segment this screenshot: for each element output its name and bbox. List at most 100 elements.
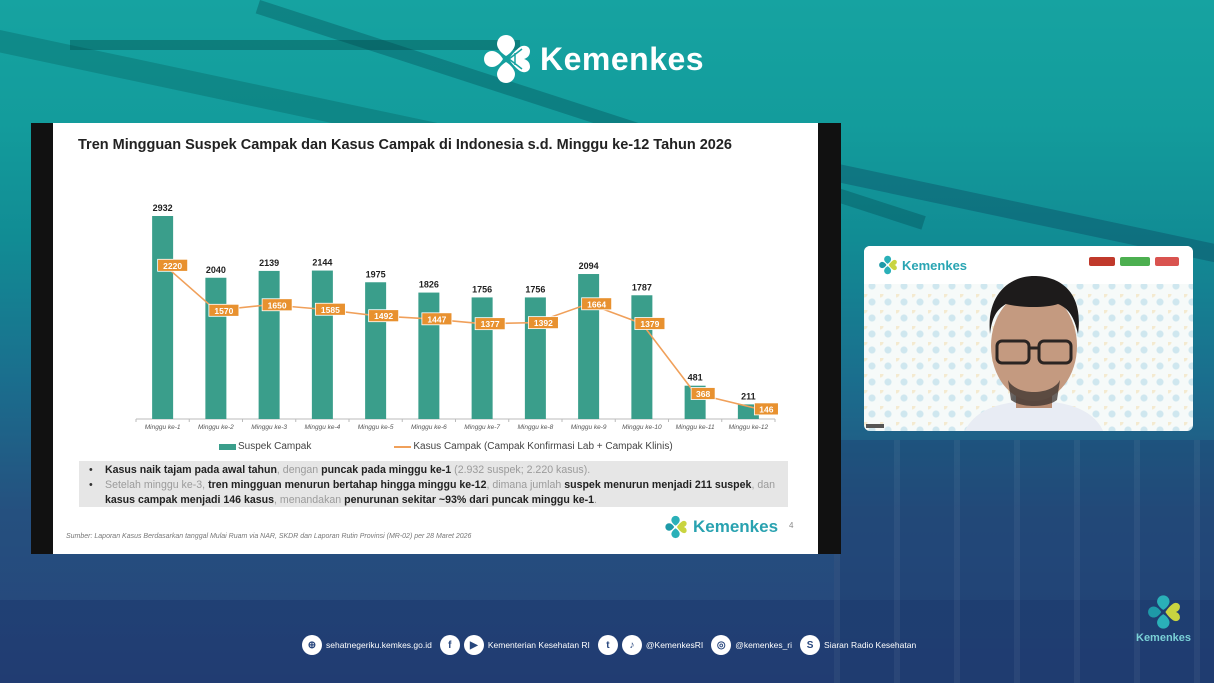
webcam-video: Kemenkes [864,246,1193,431]
source-note: Sumber: Laporan Kasus Berdasarkan tangga… [66,533,472,540]
social-link-label[interactable]: Siaran Radio Kesehatan [824,640,917,650]
line-value-badge [157,258,189,272]
bar-suspek [524,297,546,419]
background-beam [70,40,520,50]
presenter-video [965,276,1103,431]
line-value-badge [634,317,666,330]
kemenkes-logo-icon [665,515,687,539]
line-value-badge [474,317,506,331]
tiktok-icon[interactable]: ♪ [621,635,642,655]
x-tick-label: Minggu ke-2 [198,424,234,431]
twitter-icon[interactable]: t [597,635,618,655]
x-tick-label: Minggu ke-10 [622,424,662,431]
line-value-badge [261,298,293,312]
line-value-badge [753,402,779,416]
bar-value-label: 2144 [312,258,332,268]
social-link-label[interactable]: @KemenkesRI [645,640,704,650]
partner-badge [1120,257,1150,266]
instagram-icon[interactable]: ◎ [711,635,732,655]
bar-value-label: 2139 [259,258,279,268]
presentation-slide: Tren Mingguan Suspek Campak dan Kasus Ca… [53,123,818,554]
x-tick-label: Minggu ke-6 [411,424,447,431]
line-value-badge [368,309,400,323]
social-link-label[interactable]: @kemenkes_ri [735,640,793,650]
line-value-label: 2220 [163,261,182,271]
background-building [834,440,1214,683]
x-tick-label: Minggu ke-8 [517,424,553,431]
bar-suspek [205,277,227,419]
line-value-badge [690,387,716,400]
legend-line-swatch [394,445,412,448]
corner-brand: Kemenkes [1136,632,1192,644]
line-kasus [164,264,759,410]
bar-value-label: 1756 [525,284,545,294]
x-tick-label: Minggu ke-5 [358,424,394,431]
kemenkes-logo-icon [879,255,897,275]
bar-suspek [258,270,280,419]
slide-brand: Kemenkes [693,517,779,536]
webcam-logo: Kemenkes [878,255,967,275]
social-link-label[interactable]: sehatnegeriku.kemkes.go.id [326,640,432,650]
corner-logo: Kemenkes [1136,594,1191,644]
line-value-label: 1447 [427,314,446,324]
bar-suspek [631,295,653,419]
radio-icon[interactable]: S [800,635,821,655]
globe-icon[interactable]: ⊕ [302,635,322,655]
line-value-badge [314,302,346,316]
line-value-label: 368 [696,389,710,399]
note-item: Kasus naik tajam pada awal tahun, dengan… [87,463,780,478]
social-links-bar: ⊕ sehatnegeriku.kemkes.go.id f ▶ Kementerian… [302,635,920,655]
line-value-label: 146 [759,404,773,414]
chart-title: Tren Mingguan Suspek Campak dan Kasus Ca… [78,137,732,153]
social-link-label[interactable]: Kementerian Kesehatan RI [487,640,590,650]
legend-bar-swatch [219,443,236,450]
note-item: Setelah minggu ke-3, tren mingguan menur… [87,478,780,508]
slide-logo: Kemenkes [664,515,778,539]
webcam-brand: Kemenkes [902,257,968,273]
legend-item-suspek: Suspek Campak [219,441,311,452]
line-value-label: 1585 [321,305,340,315]
x-tick-label: Minggu ke-4 [304,424,340,431]
line-value-label: 1664 [587,299,606,309]
partner-badges [1089,257,1179,266]
legend-label: Kasus Campak (Campak Konfirmasi Lab + Ca… [413,441,673,452]
bar-line-chart: 2932 Minggu ke-1 2040 Minggu ke-2 2139 Minggu… [135,203,779,431]
x-tick-label: Minggu ke-1 [145,424,181,431]
bar-value-label: 1975 [366,269,386,279]
line-value-label: 1379 [640,319,659,329]
bar-suspek [578,274,600,419]
youtube-icon[interactable]: ▶ [463,635,484,655]
x-tick-label: Minggu ke-3 [251,424,287,431]
bar-value-label: 1826 [419,280,439,290]
kemenkes-logo-icon [1147,595,1180,629]
partner-badge [1155,257,1179,266]
line-value-badge [208,303,240,317]
line-value-badge [581,297,613,311]
chart-legend: Suspek Campak Kasus Campak (Campak Konfi… [219,441,673,452]
notes-box: Kasus naik tajam pada awal tahun, dengan… [79,461,788,507]
bar-value-label: 211 [741,391,756,401]
berakhlak-badge [1089,257,1115,266]
bar-suspek [311,270,333,419]
line-value-badge [421,312,453,326]
bar-value-label: 481 [688,373,703,383]
line-value-label: 1650 [268,300,287,310]
legend-item-kasus: Kasus Campak (Campak Konfirmasi Lab + Ca… [394,441,673,452]
x-tick-label: Minggu ke-11 [676,424,715,431]
page-number: 4 [789,521,794,530]
bar-value-label: 2040 [206,265,226,275]
x-tick-label: Minggu ke-12 [729,424,769,431]
bar-value-label: 1756 [472,284,492,294]
participant-name-tag [866,424,884,428]
bar-suspek [152,216,174,419]
x-tick-label: Minggu ke-7 [464,424,500,431]
bar-suspek [365,282,387,419]
header-brand: Kemenkes [540,40,705,77]
bar-value-label: 2932 [153,203,173,213]
line-value-label: 1377 [481,319,500,329]
facebook-icon[interactable]: f [439,635,460,655]
bar-value-label: 1787 [632,282,652,292]
line-value-label: 1570 [214,306,233,316]
line-value-badge [527,316,559,330]
kemenkes-logo-icon [484,35,530,83]
